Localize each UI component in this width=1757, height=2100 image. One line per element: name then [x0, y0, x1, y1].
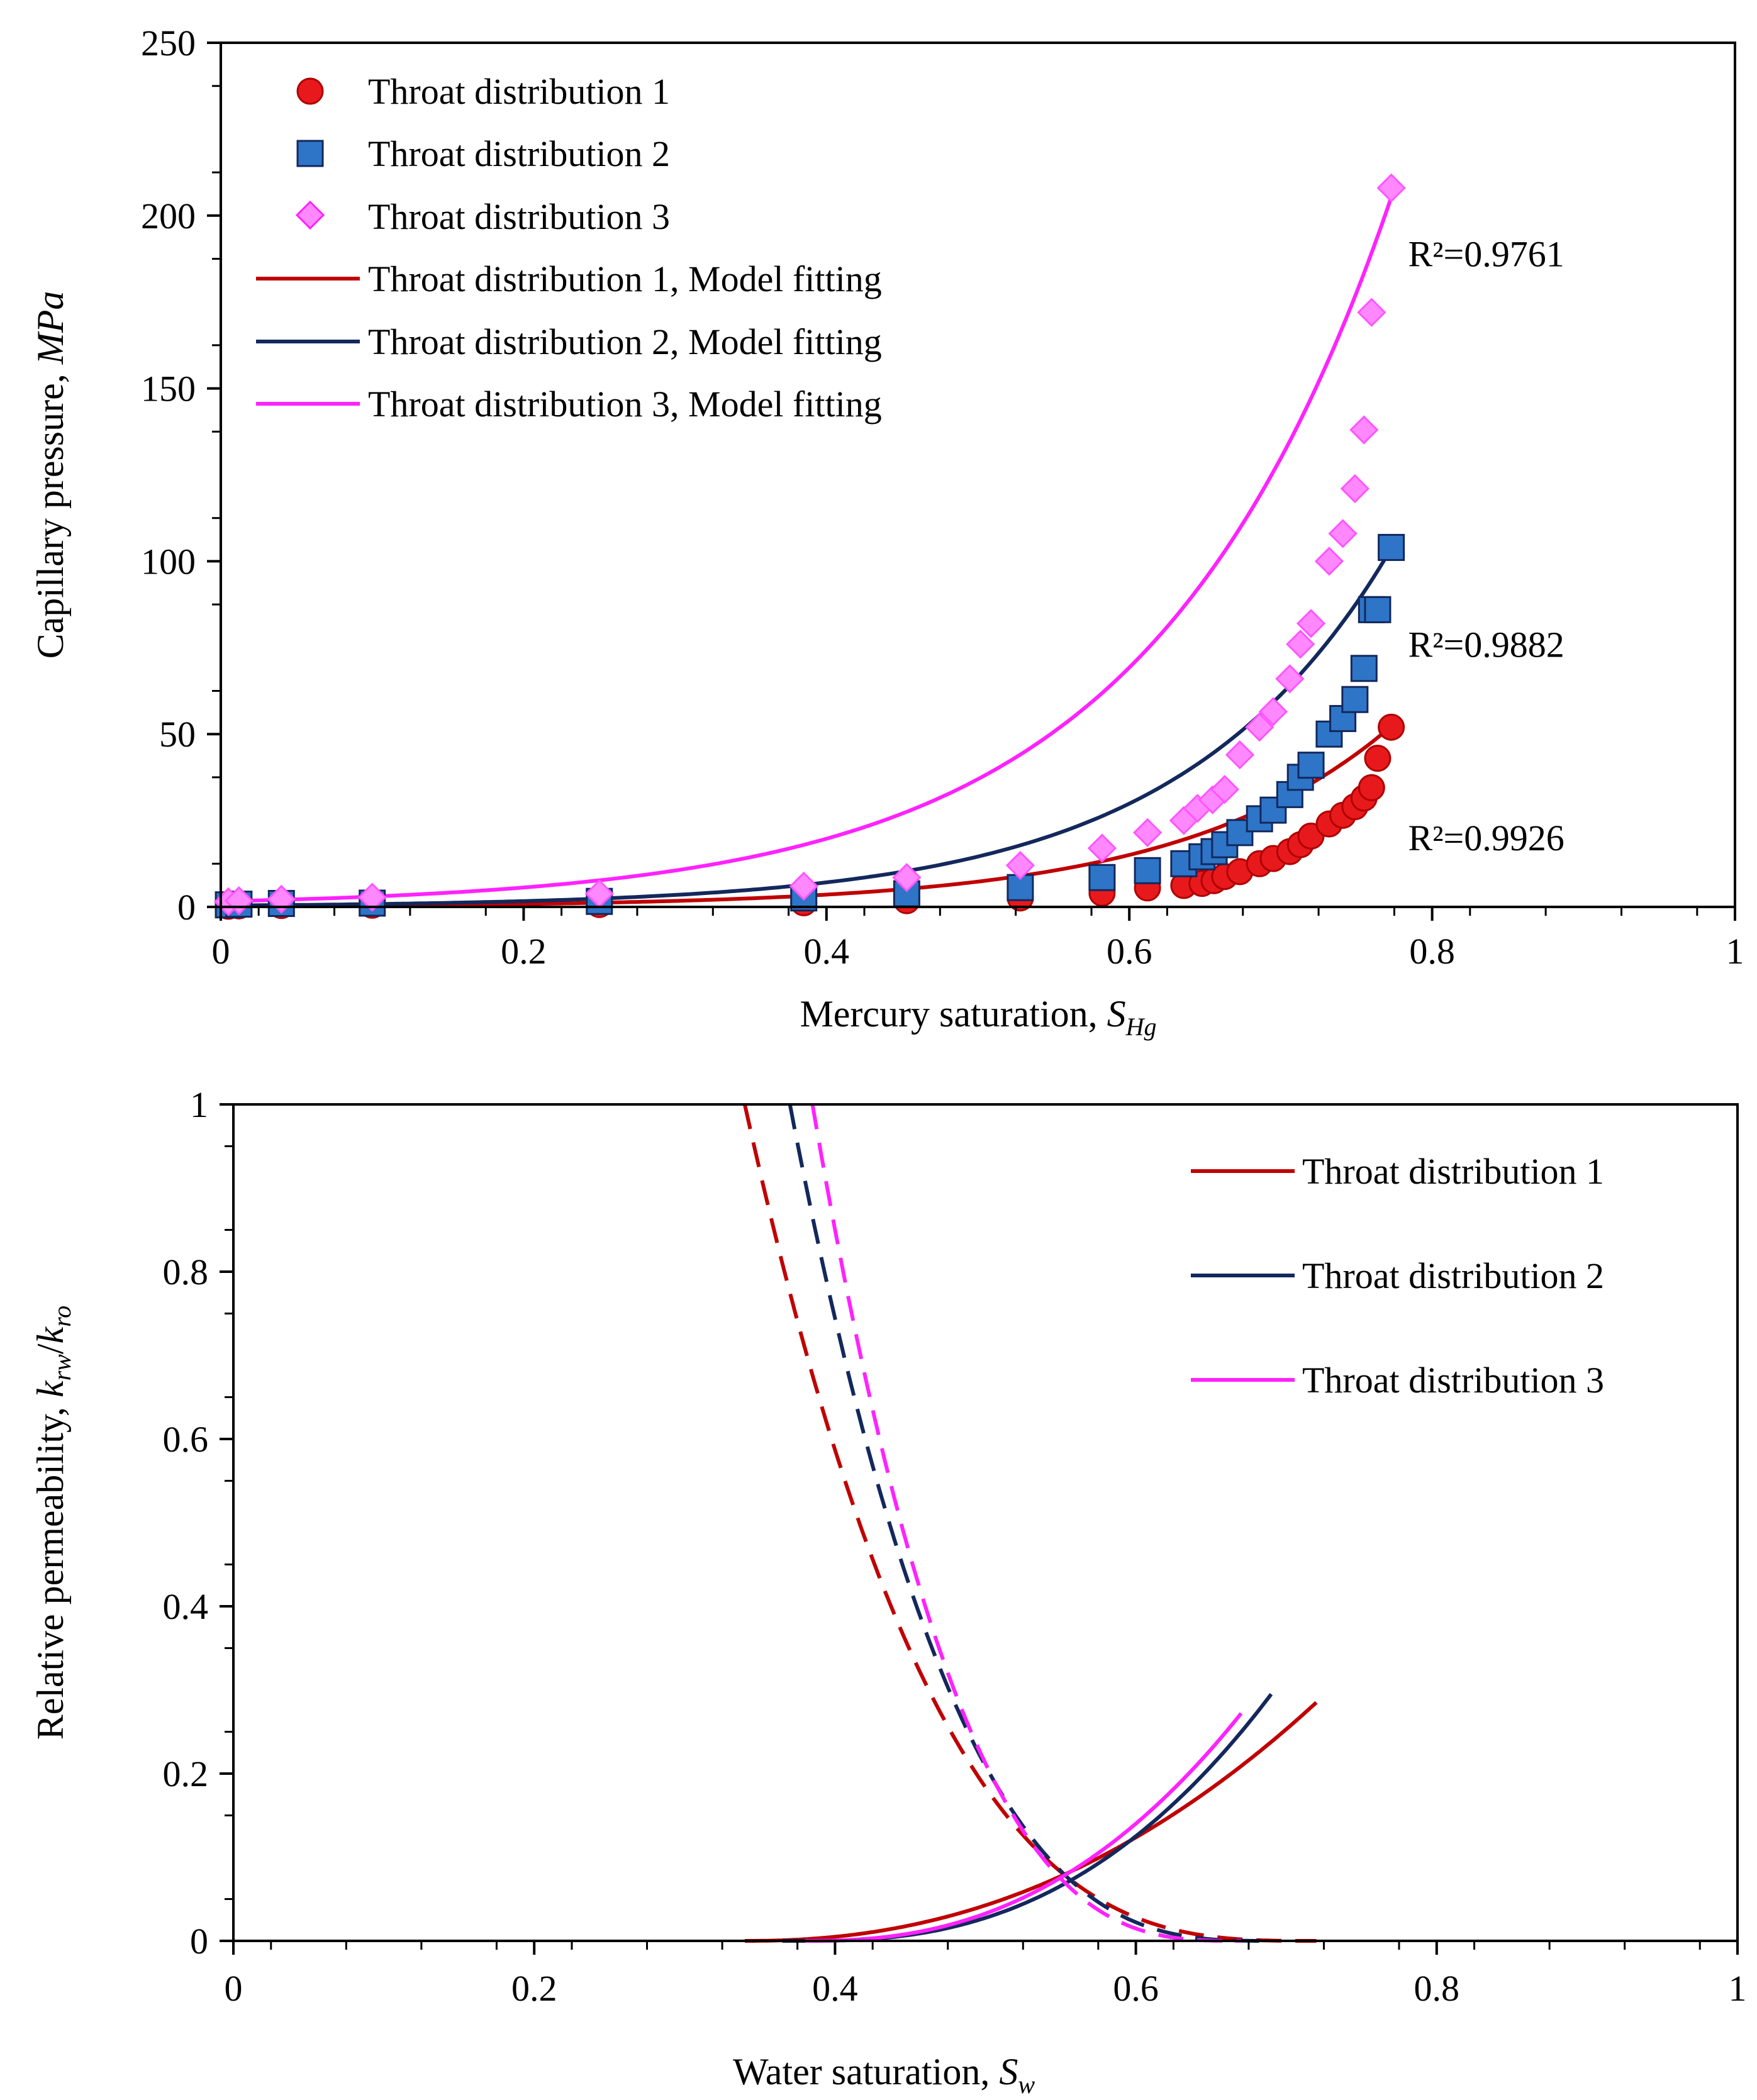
svg-text:Mercury saturation, SHg: Mercury saturation, SHg: [800, 993, 1156, 1041]
data-point-diamond: [1376, 173, 1406, 203]
r-squared-label: R²=0.9761: [1408, 233, 1564, 274]
svg-text:Capillary pressure, MPa: Capillary pressure, MPa: [30, 291, 71, 659]
data-point-diamond: [789, 871, 818, 901]
y-tick-label: 250: [141, 23, 196, 64]
x-tick-label: 0.2: [501, 931, 547, 972]
data-point-diamond: [1357, 297, 1386, 327]
krw-curve: [805, 1712, 1243, 1943]
legend-label: Throat distribution 1, Model fitting: [368, 258, 882, 299]
permeability-curves: [742, 1104, 1318, 1943]
x-tick-label: 1: [1729, 1968, 1747, 2009]
y-tick-label: 0.2: [163, 1753, 209, 1794]
data-point-diamond: [1210, 775, 1239, 804]
y-tick-label: 100: [141, 541, 196, 582]
data-point-diamond: [1286, 630, 1315, 659]
data-point-square: [1259, 796, 1287, 824]
data-point-square: [1341, 686, 1369, 713]
y-tick-label: 0.8: [163, 1252, 209, 1292]
data-point-square: [1378, 533, 1405, 561]
x-tick-label: 0: [212, 931, 230, 972]
x-tick-label: 0.6: [1107, 931, 1152, 972]
data-point-square: [1134, 857, 1161, 884]
fit-line: [220, 196, 1393, 904]
x-tick-label: 0.4: [804, 931, 850, 972]
x-tick-label: 0: [225, 1968, 243, 2009]
data-points: [213, 173, 1406, 920]
legend-marker-square: [296, 140, 324, 167]
data-point-square: [1350, 655, 1378, 682]
legend-marker-circle: [296, 77, 324, 105]
data-point-square: [1364, 596, 1392, 623]
legend-label: Throat distribution 1: [368, 71, 670, 112]
y-tick-label: 0.4: [163, 1586, 209, 1627]
data-point-diamond: [1132, 818, 1163, 847]
plot-frame: [220, 42, 1736, 908]
legend-label: Throat distribution 3: [1302, 1360, 1604, 1401]
data-point-circle: [1378, 713, 1405, 741]
svg-text:Water saturation, Sw: Water saturation, Sw: [733, 2051, 1035, 2099]
legend-label: Throat distribution 3, Model fitting: [368, 384, 882, 425]
r-squared-annotations: R²=0.9761 R²=0.9882 R²=0.9926: [1408, 233, 1564, 858]
data-point-square: [1007, 874, 1034, 901]
r-squared-label: R²=0.9926: [1408, 818, 1564, 858]
data-point-square: [1088, 864, 1116, 891]
capillary-pressure-chart: 0 0.2 0.4 0.6 0.8 1 0 50 100 150 200 250 Mercury sa…: [30, 23, 1744, 1041]
y-tick-label: 50: [159, 714, 196, 755]
legend-label: Throat distribution 2: [1302, 1255, 1604, 1296]
data-point-diamond: [1296, 609, 1326, 638]
y-tick-label: 0: [190, 1921, 208, 1962]
data-point-diamond: [1258, 697, 1288, 726]
legend: Throat distribution 1 Throat distributio…: [1191, 1151, 1604, 1401]
data-point-diamond: [1314, 547, 1344, 576]
data-point-diamond: [1328, 519, 1358, 548]
y-tick-label: 0: [177, 887, 196, 928]
relative-permeability-chart: 0 0.2 0.4 0.6 0.8 1 0 0.2 0.4 0.6 0.8 1 Water satur…: [30, 1084, 1747, 2099]
data-point-diamond: [892, 863, 922, 892]
data-point-diamond: [1340, 474, 1369, 504]
data-point-diamond: [1225, 740, 1255, 770]
data-point-circle: [1364, 745, 1392, 772]
legend-label: Throat distribution 2: [368, 133, 670, 174]
data-point-diamond: [357, 882, 387, 912]
x-tick-label: 0.8: [1409, 931, 1455, 972]
x-tick-label: 0.6: [1113, 1968, 1159, 2009]
krw-curve: [744, 1701, 1318, 1943]
kro-curve: [788, 1104, 1271, 1943]
data-point-diamond: [1349, 415, 1379, 445]
x-tick-label: 0.2: [511, 1968, 557, 2009]
data-point-diamond: [1087, 833, 1117, 863]
svg-text:Relative permeability, krw/kro: Relative permeability, krw/kro: [30, 1306, 76, 1740]
r-squared-label: R²=0.9882: [1408, 624, 1564, 665]
legend-label: Throat distribution 3: [368, 196, 670, 237]
y-tick-label: 200: [141, 196, 196, 236]
x-axis-title: Mercury saturation, SHg: [800, 993, 1156, 1041]
legend-marker-diamond: [295, 200, 325, 230]
data-point-diamond: [1005, 850, 1035, 881]
kro-curve: [742, 1104, 1317, 1943]
legend-label: Throat distribution 2, Model fitting: [368, 321, 882, 362]
data-point-circle: [1358, 774, 1385, 801]
x-tick-label: 1: [1726, 931, 1744, 972]
axis-ticks: 0 0.2 0.4 0.6 0.8 1 0 50 100 150 200 250: [141, 23, 1744, 972]
data-point-square: [1297, 752, 1325, 779]
kro-curve: [810, 1104, 1241, 1943]
x-tick-label: 0.8: [1414, 1968, 1460, 2009]
plot-frame: [232, 1103, 1739, 1942]
y-axis-title: Relative permeability, krw/kro: [30, 1306, 76, 1740]
y-tick-label: 1: [190, 1084, 208, 1125]
legend: Throat distribution 1 Throat distributio…: [256, 71, 882, 425]
y-tick-label: 150: [141, 369, 196, 409]
legend-label: Throat distribution 1: [1302, 1151, 1604, 1192]
data-point-square: [893, 880, 920, 908]
x-tick-label: 0.4: [812, 1968, 858, 2009]
axis-ticks: 0 0.2 0.4 0.6 0.8 1 0 0.2 0.4 0.6 0.8 1: [163, 1084, 1747, 2009]
y-axis-title: Capillary pressure, MPa: [30, 291, 71, 659]
data-point-diamond: [1245, 713, 1275, 742]
y-tick-label: 0.6: [163, 1419, 209, 1460]
data-point-diamond: [1275, 664, 1305, 694]
x-axis-title: Water saturation, Sw: [733, 2051, 1035, 2099]
